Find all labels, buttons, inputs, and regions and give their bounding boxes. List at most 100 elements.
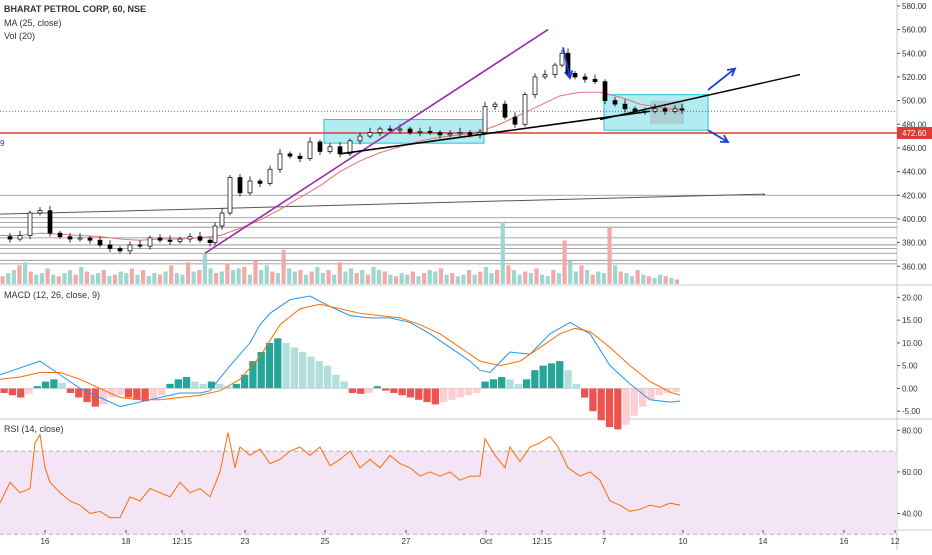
- candle: [67, 236, 73, 240]
- macd-histogram-bar: [257, 352, 265, 389]
- macd-histogram-bar: [423, 388, 431, 403]
- macd-histogram-bar: [373, 386, 381, 389]
- volume-bar: [545, 276, 550, 284]
- time-axis-label: Oct: [480, 537, 493, 546]
- macd-histogram-bar: [149, 388, 158, 399]
- volume-bar: [332, 274, 337, 284]
- macd-axis-label: 20.00: [902, 293, 923, 302]
- volume-bar: [444, 274, 449, 284]
- volume-bar: [214, 273, 219, 284]
- volume-bar: [34, 274, 39, 284]
- volume-bar: [483, 266, 489, 284]
- macd-histogram-bar: [307, 356, 315, 389]
- candle: [177, 238, 183, 242]
- volume-bar: [646, 276, 652, 284]
- time-axis-label: 7: [602, 537, 607, 546]
- macd-axis-label: 15.00: [902, 316, 923, 325]
- volume-bar: [416, 276, 421, 284]
- time-axis-label: 10: [679, 537, 688, 546]
- macd-histogram-bar: [639, 388, 647, 407]
- volume-bar: [478, 271, 483, 284]
- price-axis-label: 420.00: [902, 191, 927, 200]
- candle: [552, 64, 558, 75]
- volume-bar: [90, 274, 95, 284]
- volume-bar: [84, 271, 90, 284]
- candle: [167, 239, 173, 242]
- candle: [127, 244, 133, 252]
- volume-bar: [96, 273, 101, 284]
- macd-legend: MACD (12, 26, close, 9): [4, 290, 101, 300]
- highlight-box: [603, 94, 709, 131]
- candle: [307, 141, 313, 159]
- volume-bar: [450, 273, 455, 284]
- macd-histogram-bar: [348, 388, 357, 393]
- macd-histogram-bar: [315, 361, 323, 389]
- candle: [17, 235, 23, 240]
- macd-histogram-bar: [655, 388, 663, 396]
- candle: [427, 131, 433, 133]
- candle: [107, 244, 113, 249]
- macd-histogram-bar: [232, 383, 240, 389]
- macd-histogram-bar: [381, 388, 390, 391]
- candle: [407, 128, 413, 133]
- macd-histogram-bar: [166, 383, 174, 389]
- macd-histogram-bar: [489, 379, 498, 389]
- volume-bar: [169, 265, 174, 284]
- price-axis-label: 520.00: [902, 73, 927, 82]
- candle: [522, 94, 528, 125]
- candle: [27, 212, 33, 236]
- macd-histogram-bar: [630, 388, 639, 416]
- trendline-purple: [204, 28, 549, 254]
- macd-histogram-bar: [290, 347, 299, 389]
- volume-bar: [157, 274, 163, 284]
- time-axis-label: 23: [241, 537, 250, 546]
- candle: [652, 108, 658, 112]
- price-axis-label: 540.00: [902, 49, 927, 58]
- rsi-axis-label: 80.00: [902, 426, 923, 435]
- volume-bar: [197, 270, 202, 284]
- candle: [87, 237, 93, 241]
- candle: [77, 237, 83, 240]
- macd-line: [0, 295, 681, 408]
- arrow-up-head: [726, 67, 737, 77]
- arrow-down: [707, 129, 729, 143]
- rsi-axis-label: 60.00: [902, 468, 923, 477]
- candle: [37, 210, 43, 214]
- volume-bar: [601, 273, 607, 284]
- volume-bar: [629, 276, 635, 284]
- macd-histogram-bar: [0, 388, 8, 393]
- macd-histogram-bar: [240, 374, 249, 389]
- volume-bar: [635, 270, 640, 284]
- macd-histogram-bar: [448, 388, 456, 400]
- macd-histogram-bar: [199, 383, 207, 389]
- candle: [117, 248, 123, 252]
- volume-bar: [663, 276, 668, 284]
- time-axis-label: 16: [840, 537, 849, 546]
- volume-bar: [377, 270, 382, 284]
- macd-histogram-bar: [597, 388, 605, 421]
- candle: [679, 108, 685, 111]
- macd-histogram-bar: [481, 381, 489, 389]
- volume-bar: [287, 268, 292, 284]
- volume-bar: [360, 270, 365, 284]
- volume-bar: [613, 265, 618, 284]
- trendline-black: [599, 73, 801, 121]
- volume-bar: [146, 276, 151, 284]
- volume-bar: [163, 271, 168, 284]
- signal-line: [0, 303, 681, 401]
- price-axis-label: 500.00: [902, 97, 927, 106]
- macd-histogram-bar: [605, 388, 614, 428]
- candle: [387, 128, 393, 131]
- volume-bar: [191, 271, 196, 284]
- macd-histogram-bar: [216, 383, 224, 389]
- macd-histogram-bar: [440, 388, 448, 403]
- macd-histogram-bar: [589, 388, 597, 412]
- macd-histogram-bar: [415, 388, 423, 400]
- macd-histogram-bar: [332, 374, 340, 389]
- macd-histogram-bar: [431, 388, 440, 405]
- macd-histogram-bar: [547, 363, 556, 389]
- time-axis-label: 25: [321, 537, 330, 546]
- candle: [137, 244, 143, 247]
- candle: [582, 76, 588, 80]
